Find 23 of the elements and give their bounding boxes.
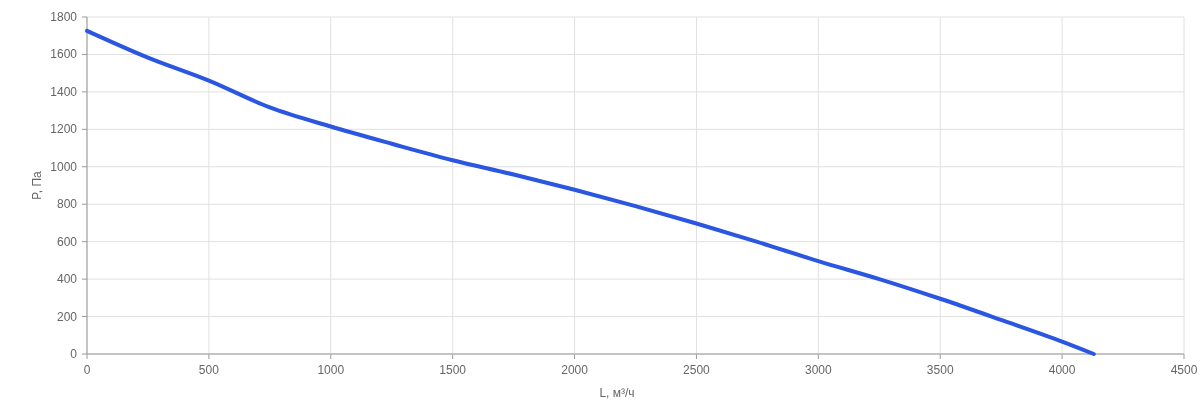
line-series <box>85 28 1096 356</box>
y-tick-label: 600 <box>56 234 78 249</box>
x-tick-label: 3000 <box>804 363 832 377</box>
y-tick-label: 1200 <box>50 122 78 137</box>
y-tick-label: 1800 <box>50 10 78 24</box>
x-tick-label: 500 <box>198 363 220 377</box>
y-tick-label: 1600 <box>50 47 78 62</box>
y-tick-label: 1000 <box>50 159 78 174</box>
x-tick-label: 3500 <box>926 363 954 377</box>
x-tick-label: 1500 <box>439 363 467 377</box>
y-tick-label: 400 <box>56 272 78 287</box>
y-tick-label: 200 <box>56 309 78 324</box>
y-axis-title: P, Па <box>30 170 44 200</box>
y-tick-label: 0 <box>70 347 78 361</box>
y-tick-label: 1400 <box>50 84 78 99</box>
x-tick-label: 0 <box>83 363 91 377</box>
x-tick-label: 1000 <box>317 363 345 377</box>
x-tick-label: 2500 <box>683 363 711 377</box>
x-tick-label: 4500 <box>1170 363 1198 377</box>
y-tick-label: 800 <box>56 197 78 212</box>
x-axis-title: L, м³/ч <box>599 386 635 400</box>
x-tick-label: 2000 <box>561 363 589 377</box>
x-tick-label: 4000 <box>1048 363 1076 377</box>
